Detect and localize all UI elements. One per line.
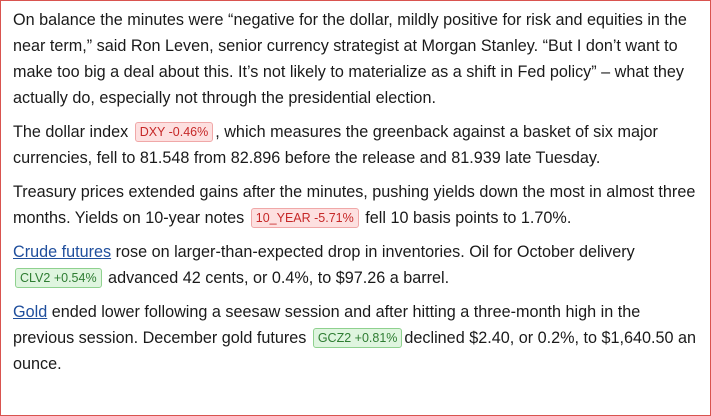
paragraph-gold: Gold ended lower following a seesaw sess…	[13, 299, 703, 377]
article-body: On balance the minutes were “negative fo…	[13, 7, 703, 385]
paragraph-text: advanced 42 cents, or 0.4%, to $97.26 a …	[103, 269, 450, 287]
crude-futures-link[interactable]: Crude futures	[13, 243, 112, 261]
ticker-badge-gcz2[interactable]: GCZ2 +0.81%	[312, 328, 403, 348]
paragraph-dollar-quote: On balance the minutes were “negative fo…	[13, 7, 703, 111]
paragraph-text: Treasury prices extended gains after the…	[13, 183, 696, 227]
paragraph-text: declined $2.40, or 0.2%, to $1,640.50 an…	[13, 329, 696, 373]
ticker-badge-clv2[interactable]: CLV2 +0.54%	[15, 268, 102, 288]
paragraph-dollar-index: The dollar index DXY -0.46%, which measu…	[13, 119, 703, 171]
paragraph-text: , which measures the greenback against a…	[13, 123, 658, 167]
paragraph-text: The dollar index	[13, 123, 133, 141]
paragraph-text: ended lower following a seesaw session a…	[13, 303, 641, 347]
paragraph-crude: Crude futures rose on larger-than-expect…	[13, 239, 703, 291]
paragraph-text: fell 10 basis points to 1.70%.	[360, 209, 572, 227]
paragraph-text: rose on larger-than-expected drop in inv…	[111, 243, 635, 261]
ticker-badge-dxy[interactable]: DXY -0.46%	[134, 122, 214, 142]
ticker-badge-10-year[interactable]: 10_YEAR -5.71%	[250, 208, 359, 228]
paragraph-text: On balance the minutes were “negative fo…	[13, 11, 687, 107]
gold-link[interactable]: Gold	[13, 303, 48, 321]
paragraph-treasury: Treasury prices extended gains after the…	[13, 179, 703, 231]
